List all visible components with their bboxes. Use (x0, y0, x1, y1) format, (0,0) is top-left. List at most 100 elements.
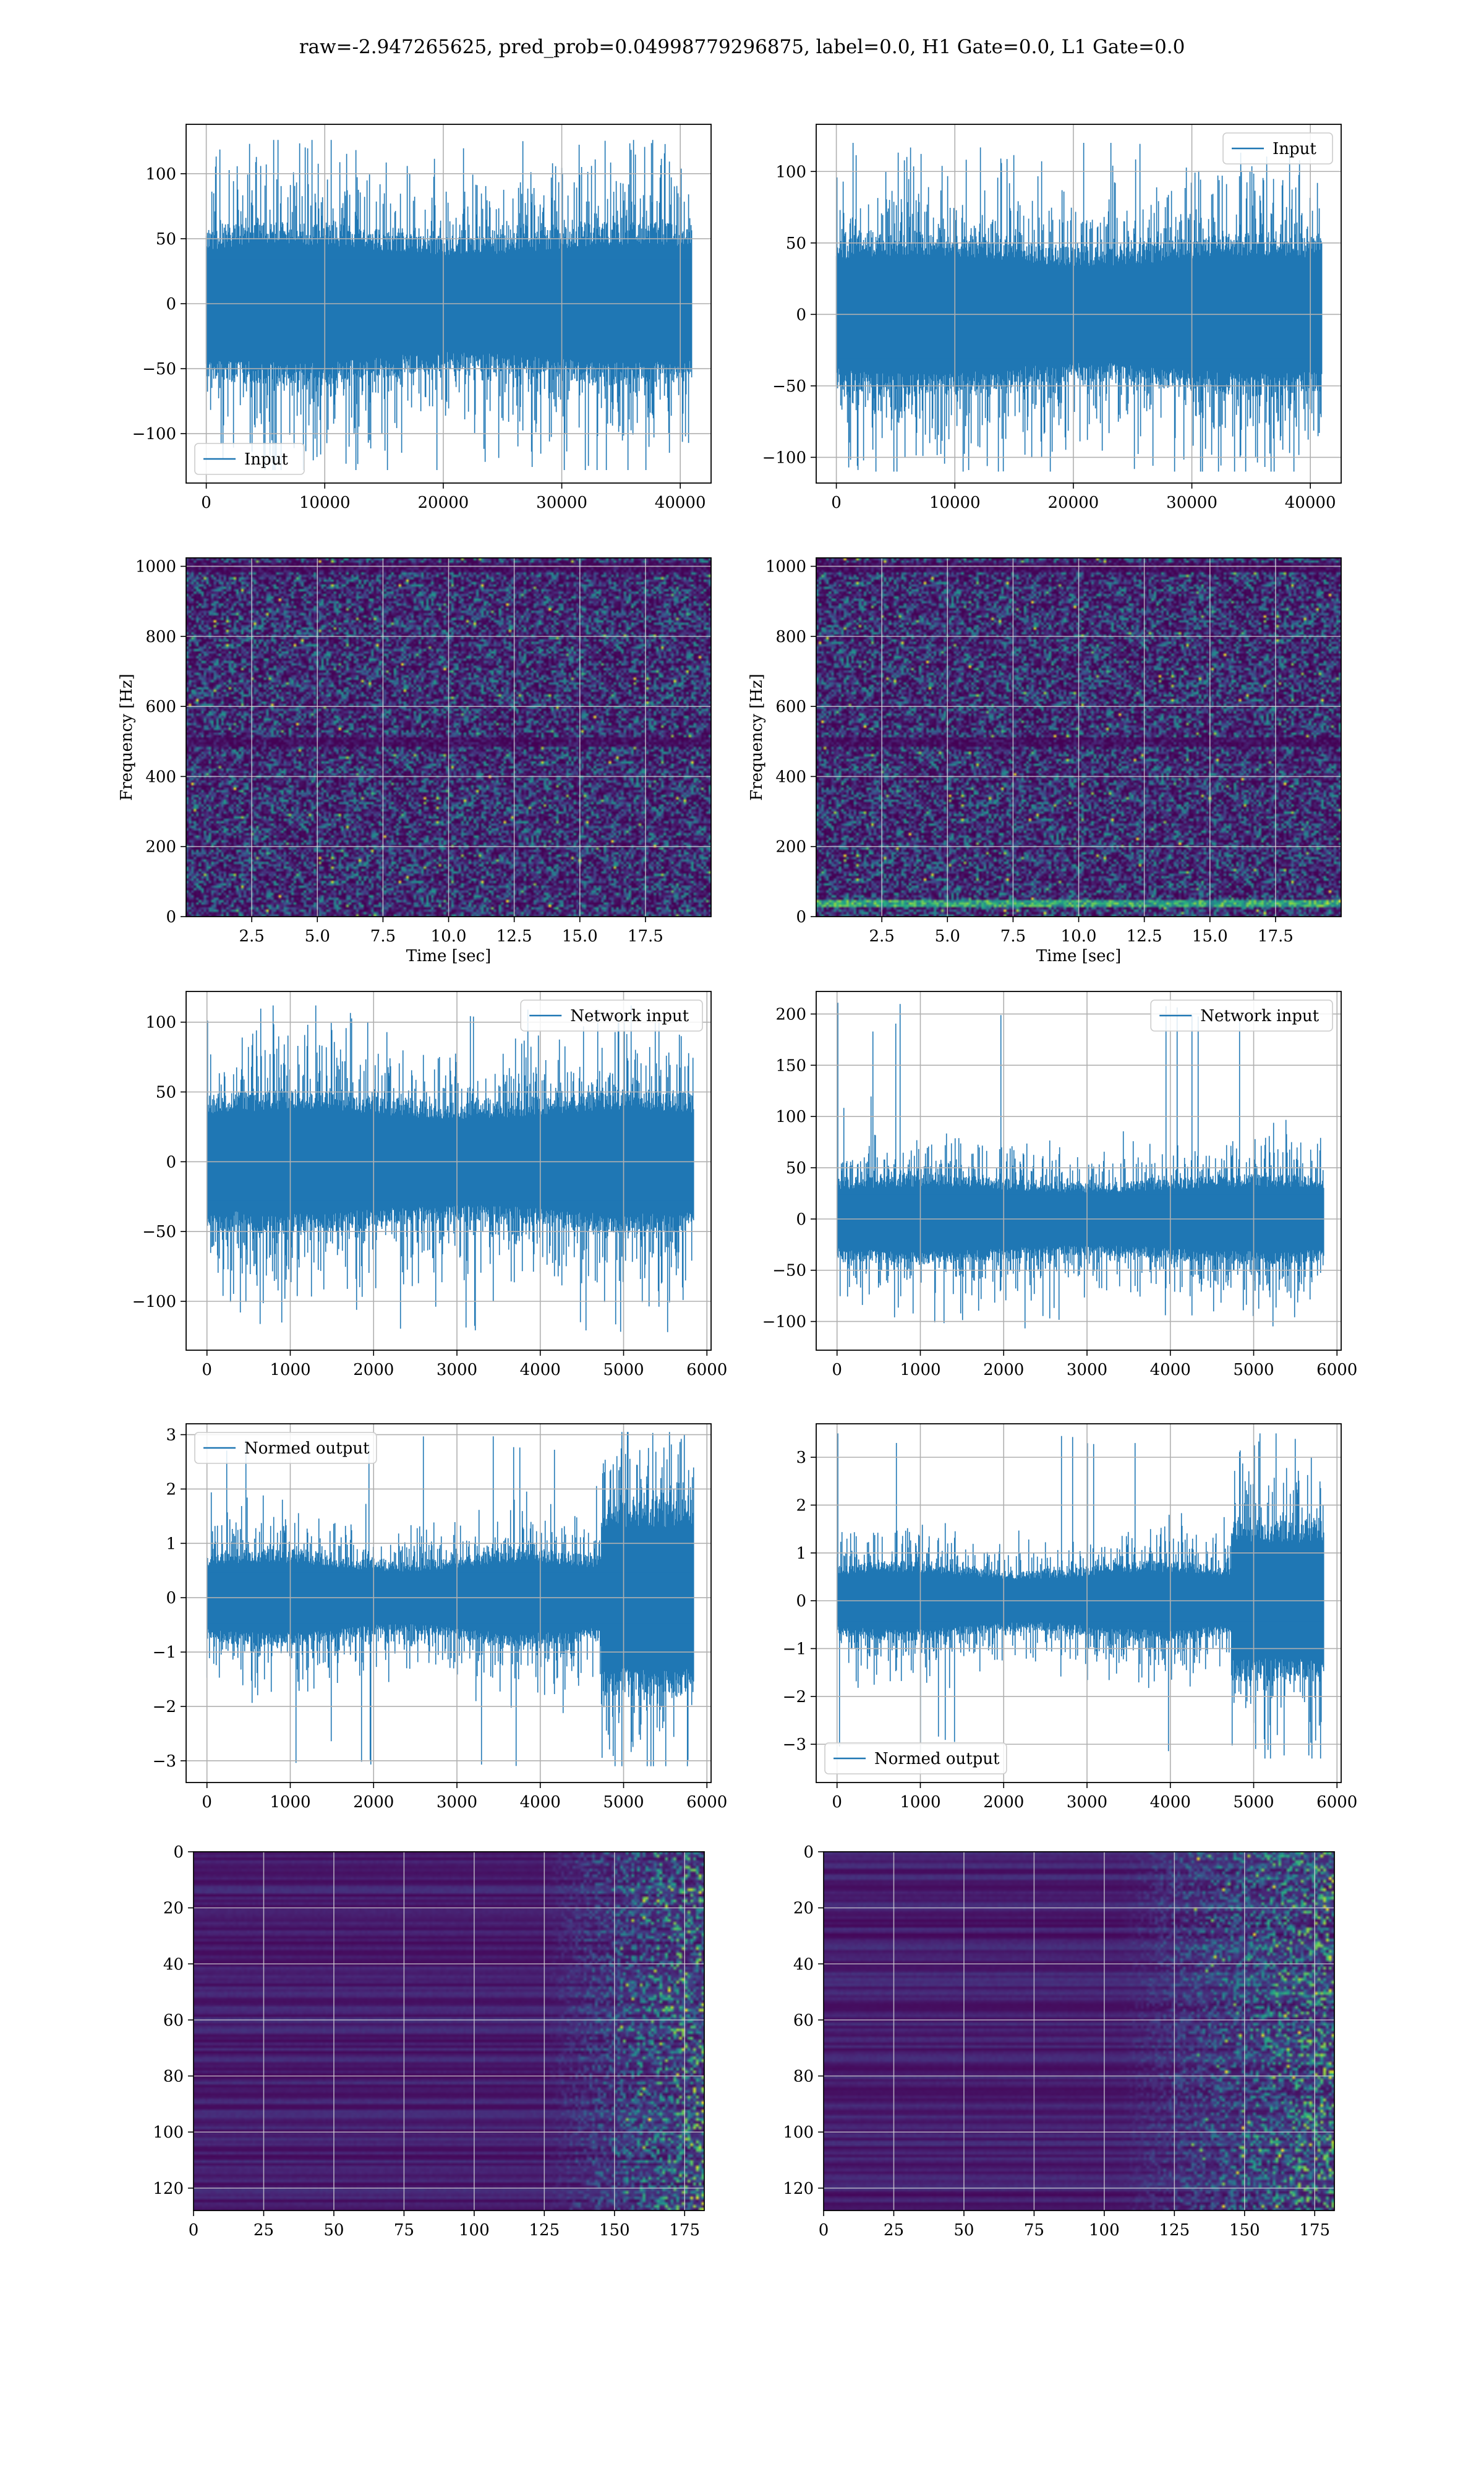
legend-label: Input (244, 450, 288, 469)
x-axis-label: Time [sec] (1036, 947, 1122, 965)
axes-frame (816, 1423, 1342, 1783)
x-tick-label: 3000 (1067, 1361, 1107, 1379)
legend-box (194, 443, 305, 475)
y-tick-label: 20 (793, 1899, 814, 1918)
x-tick-label: 10000 (929, 494, 981, 512)
y-axis-label: Frequency [Hz] (117, 674, 136, 801)
y-tick-label: 100 (783, 2123, 814, 2142)
x-tick-label: 7.5 (1000, 927, 1026, 946)
y-tick-label: −100 (762, 448, 806, 467)
x-tick-label: 0 (832, 1361, 842, 1379)
y-tick-label: 1000 (135, 558, 176, 576)
y-tick-label: 0 (173, 1843, 184, 1862)
subplot-feature-map-h1: 0 25 50 75 100 125 150 175 0 20 40 60 80 100 120 (153, 1843, 705, 2240)
x-tick-label: 2000 (983, 1361, 1024, 1379)
y-tick-label: 200 (145, 838, 176, 857)
x-tick-label: 40000 (1285, 494, 1336, 512)
legend: Input (194, 443, 305, 475)
legend-label: Normed output (874, 1750, 1000, 1768)
y-tick-label: 120 (783, 2180, 814, 2198)
y-tick-label: 2 (166, 1480, 176, 1499)
y-tick-label: −1 (153, 1643, 176, 1662)
axes-frame (186, 124, 712, 484)
x-tick-label: 175 (669, 2221, 700, 2240)
y-tick-label: −50 (772, 377, 806, 396)
y-tick-label: 120 (153, 2180, 184, 2198)
y-tick-label: 400 (145, 768, 176, 786)
x-tick-label: 0 (201, 494, 211, 512)
x-tick-label: 25 (254, 2221, 274, 2240)
x-tick-label: 125 (529, 2221, 560, 2240)
x-tick-label: 2000 (353, 1793, 394, 1812)
subplot-input-l1: 0 10000 20000 30000 40000 −100 −50 0 50 100 Input (762, 124, 1342, 512)
y-tick-label: −50 (142, 1223, 176, 1241)
x-tick-label: 75 (1024, 2221, 1044, 2240)
y-tick-label: 50 (786, 1159, 806, 1178)
y-tick-label: 50 (786, 234, 806, 253)
x-tick-label: 175 (1299, 2221, 1330, 2240)
x-tick-label: 7.5 (370, 927, 396, 946)
x-tick-label: 15.0 (1192, 927, 1228, 946)
y-tick-label: 50 (156, 1083, 176, 1102)
subplot-normed-output-l1: 0 1000 2000 3000 4000 5000 6000 −3 −2 −1 0 1 2 3 Norme… (783, 1423, 1357, 1812)
subplot-input-h1: 0 10000 20000 30000 40000 −100 −50 0 50 100 Input (132, 124, 712, 512)
x-tick-label: 50 (953, 2221, 974, 2240)
x-tick-label: 40000 (655, 494, 706, 512)
y-tick-label: 1000 (765, 558, 806, 576)
x-tick-label: 3000 (437, 1361, 477, 1379)
figure-title: raw=-2.947265625, pred_prob=0.0499877929… (299, 36, 1185, 58)
x-tick-label: 10.0 (1061, 927, 1097, 946)
y-tick-label: 80 (163, 2068, 184, 2086)
y-tick-label: 200 (775, 838, 806, 857)
feature-map-image (824, 1852, 1334, 2211)
subplot-feature-map-l1: 0 25 50 75 100 125 150 175 0 20 40 60 80 100 120 (783, 1843, 1335, 2240)
x-tick-label: 0 (189, 2221, 199, 2240)
x-tick-label: 17.5 (628, 927, 663, 946)
x-tick-label: 75 (394, 2221, 414, 2240)
y-tick-label: 100 (145, 1014, 176, 1032)
x-tick-label: 5000 (1233, 1361, 1274, 1379)
x-tick-label: 5.0 (305, 927, 330, 946)
x-tick-label: 0 (202, 1361, 212, 1379)
x-tick-label: 5.0 (935, 927, 960, 946)
x-tick-label: 6000 (1316, 1361, 1357, 1379)
axes-frame (816, 557, 1342, 917)
y-tick-label: 40 (163, 1955, 184, 1974)
x-tick-label: 6000 (686, 1793, 727, 1812)
x-tick-label: 2.5 (869, 927, 894, 946)
x-tick-label: 5000 (603, 1361, 644, 1379)
axes-frame (186, 557, 712, 917)
x-tick-label: 0 (819, 2221, 829, 2240)
legend-box (520, 999, 703, 1032)
x-tick-label: 3000 (1067, 1793, 1107, 1812)
y-tick-label: −50 (142, 360, 176, 379)
x-tick-label: 17.5 (1258, 927, 1294, 946)
x-tick-label: 2000 (983, 1793, 1024, 1812)
x-tick-label: 5000 (603, 1793, 644, 1812)
x-tick-label: 1000 (900, 1793, 940, 1812)
x-tick-label: 30000 (536, 494, 587, 512)
legend-label: Network input (1200, 1007, 1319, 1025)
y-tick-label: −100 (132, 1293, 176, 1311)
y-tick-label: 100 (775, 163, 806, 181)
y-tick-label: −100 (132, 425, 176, 443)
y-tick-label: 0 (166, 1589, 176, 1607)
y-tick-label: 800 (775, 628, 806, 646)
y-axis-label: Frequency [Hz] (748, 674, 766, 801)
y-tick-label: 0 (166, 295, 176, 314)
x-tick-label: 0 (831, 494, 842, 512)
legend-label: Input (1273, 140, 1316, 158)
x-tick-label: 12.5 (497, 927, 532, 946)
y-tick-label: 100 (145, 165, 176, 184)
x-tick-label: 50 (323, 2221, 344, 2240)
y-tick-label: −2 (783, 1688, 806, 1706)
axes-frame (823, 1851, 1335, 2211)
y-tick-label: 1 (796, 1544, 806, 1563)
legend-box (824, 1742, 1007, 1774)
y-tick-label: 2 (796, 1496, 806, 1515)
y-tick-label: 60 (163, 2011, 184, 2030)
subplot-spectrogram-l1: 2.5 5.0 7.5 10.0 12.5 15.0 17.5 0 200 400 600 800 10… (748, 557, 1342, 965)
y-tick-label: 3 (166, 1426, 176, 1445)
axes-frame (193, 1851, 705, 2211)
legend-box (1150, 999, 1333, 1032)
